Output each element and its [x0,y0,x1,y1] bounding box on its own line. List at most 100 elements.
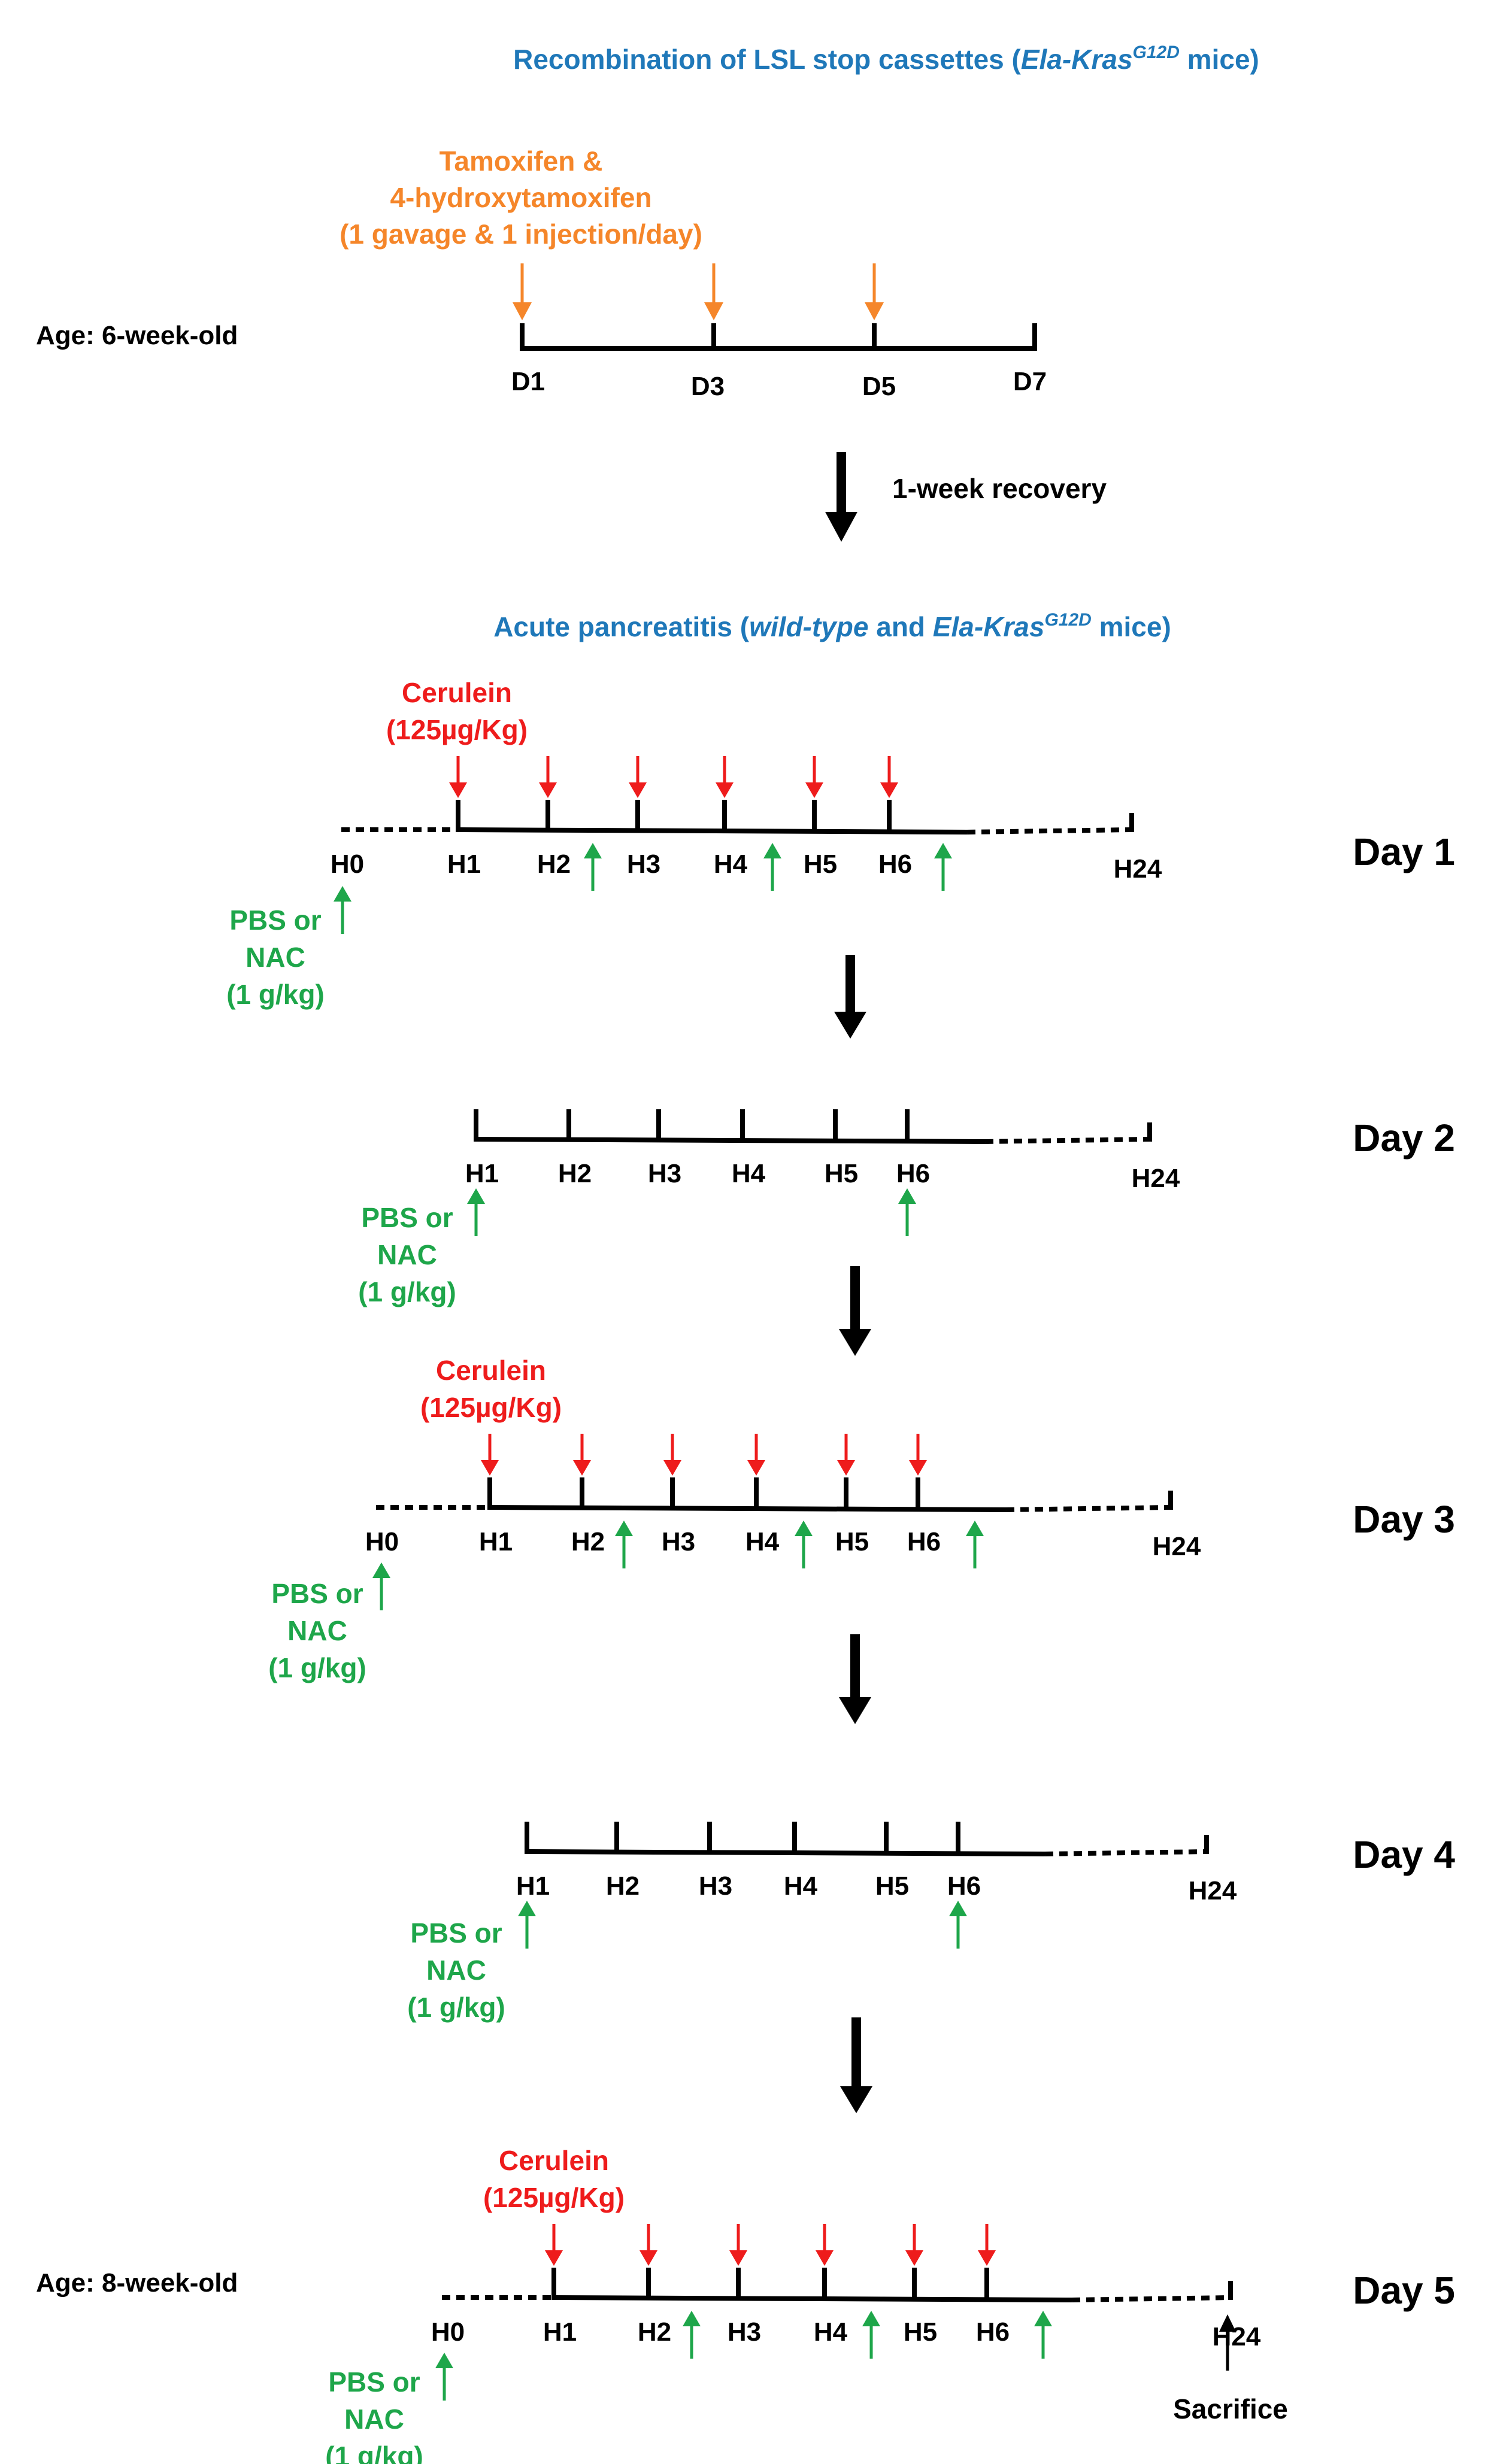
treatment-label-line2: NAC [246,942,305,973]
cerulein-arrow [640,2224,657,2266]
treatment-arrow [372,1562,390,1610]
hour-label-H6: H6 [947,1871,981,1901]
cerulein-arrow [909,1434,927,1476]
hour-label-H1: H1 [543,2317,577,2347]
transition-arrow [839,1266,871,1356]
day-5-timeline: H1 H2 H3 H4 H5 H6 H24 H0 Cerulein (125µg/Kg) PBS o… [325,2145,1455,2464]
hour-label-H24: H24 [1213,2322,1261,2351]
day-2-timeline: H1 H2 H3 H4 H5 H6 H24 PBS or NAC (1 g/kg) Day 2 [358,1109,1455,1307]
section2-title: Acute pancreatitis (wild-type and Ela-Kr… [493,610,1171,642]
cerulein-arrow [816,2224,834,2266]
tick-label-D3: D3 [691,372,725,401]
hour-label-H3: H3 [627,849,660,879]
treatment-arrow [949,1901,967,1949]
hour-label-H4: H4 [814,2317,848,2347]
treatment-arrow [683,2311,701,2359]
tamoxifen-label-line2: 4-hydroxytamoxifen [390,182,651,213]
treatment-label-line2: NAC [344,2404,404,2435]
hour-label-H24: H24 [1132,1164,1180,1193]
day-1-timeline: H1 H2 H3 H4 H5 H6 H24 H0 Cerulein (125µg/Kg) PBS o… [226,677,1455,1010]
hour-label-H2: H2 [537,849,571,879]
hour-label-H1: H1 [447,849,481,879]
treatment-label-line1: PBS or [229,905,321,936]
hour-label-H5: H5 [835,1527,869,1556]
day-4-timeline: H1 H2 H3 H4 H5 H6 H24 PBS or NAC (1 g/kg) Day 4 [407,1822,1455,2023]
cerulein-arrow [729,2224,747,2266]
treatment-arrow [1034,2311,1052,2359]
cerulein-dose-label: (125µg/Kg) [386,714,528,745]
section1-title: Recombination of LSL stop cassettes (Ela… [513,43,1259,75]
treatment-arrow [966,1521,984,1568]
hour-label-H5: H5 [904,2317,937,2347]
hour-label-H6: H6 [907,1527,941,1556]
sacrifice-arrow [1219,2314,1236,2371]
cerulein-arrow [837,1434,855,1476]
cerulein-arrow [449,756,467,798]
treatment-label-line2: NAC [287,1615,347,1646]
cerulein-arrow [880,756,898,798]
hour-label-H2: H2 [638,2317,671,2347]
age-label-6-week: Age: 6-week-old [36,321,238,350]
treatment-arrow [467,1188,485,1236]
cerulein-arrow [545,2224,563,2266]
hour-label-H2: H2 [571,1527,605,1556]
treatment-arrow [934,843,952,891]
day-3-timeline: H1 H2 H3 H4 H5 H6 H24 H0 Cerulein (125µg/Kg) PBS o… [268,1355,1455,1683]
hour-label-H3: H3 [662,1527,695,1556]
tick-label-D1: D1 [511,367,545,396]
hour-label-H4: H4 [745,1527,780,1556]
transition-arrow [834,955,866,1039]
treatment-arrow [518,1901,536,1949]
cerulein-label: Cerulein [402,677,512,708]
hour-label-H2: H2 [558,1159,592,1188]
hour-label-H3: H3 [728,2317,761,2347]
recovery-label: 1-week recovery [892,473,1107,504]
cerulein-arrow [805,756,823,798]
hour-label-H5: H5 [825,1159,858,1188]
tamoxifen-label-line3: (1 gavage & 1 injection/day) [340,219,702,250]
treatment-arrow [584,843,602,891]
hour-label-H24: H24 [1114,854,1162,884]
cerulein-arrow [573,1434,591,1476]
treatment-label-line3: (1 g/kg) [407,1992,505,2023]
hour-label-H24: H24 [1189,1876,1237,1905]
day-timelines: H1 H2 H3 H4 H5 H6 H24 H0 Cerulein (125µg/Kg) PBS o… [226,677,1455,2464]
cerulein-arrow [481,1434,499,1476]
cerulein-arrow [905,2224,923,2266]
hour-label-H3: H3 [699,1871,732,1901]
hour-label-H1: H1 [516,1871,550,1901]
treatment-arrow [615,1521,633,1568]
treatment-label-line2: NAC [426,1955,486,1986]
tamoxifen-arrow [865,263,884,320]
day-label-4: Day 4 [1353,1833,1455,1876]
hour-label-H0: H0 [431,2317,465,2347]
treatment-arrow [795,1521,813,1568]
cerulein-label: Cerulein [436,1355,546,1386]
hour-label-H4: H4 [784,1871,818,1901]
transition-arrow [839,1634,871,1724]
tick-label-D7: D7 [1013,367,1047,396]
treatment-arrow [435,2353,453,2401]
day-label-3: Day 3 [1353,1498,1455,1541]
cerulein-arrow [539,756,557,798]
hour-label-H5: H5 [804,849,837,879]
cerulein-arrow [716,756,734,798]
tamoxifen-label-line1: Tamoxifen & [440,145,603,177]
hour-label-H6: H6 [896,1159,930,1188]
hour-label-H4: H4 [714,849,748,879]
cerulein-dose-label: (125µg/Kg) [483,2182,625,2213]
hour-label-H1: H1 [465,1159,499,1188]
hour-label-H1: H1 [479,1527,513,1556]
treatment-label-line2: NAC [377,1239,437,1270]
treatment-label-line1: PBS or [361,1202,453,1233]
cerulein-label: Cerulein [499,2145,609,2176]
treatment-arrow [763,843,781,891]
treatment-label-line3: (1 g/kg) [226,979,325,1010]
treatment-label-line3: (1 g/kg) [358,1276,456,1307]
cerulein-arrow [629,756,647,798]
hour-label-H6: H6 [976,2317,1010,2347]
transition-arrow [825,452,857,542]
day-label-5: Day 5 [1353,2269,1455,2312]
cerulein-arrow [978,2224,996,2266]
